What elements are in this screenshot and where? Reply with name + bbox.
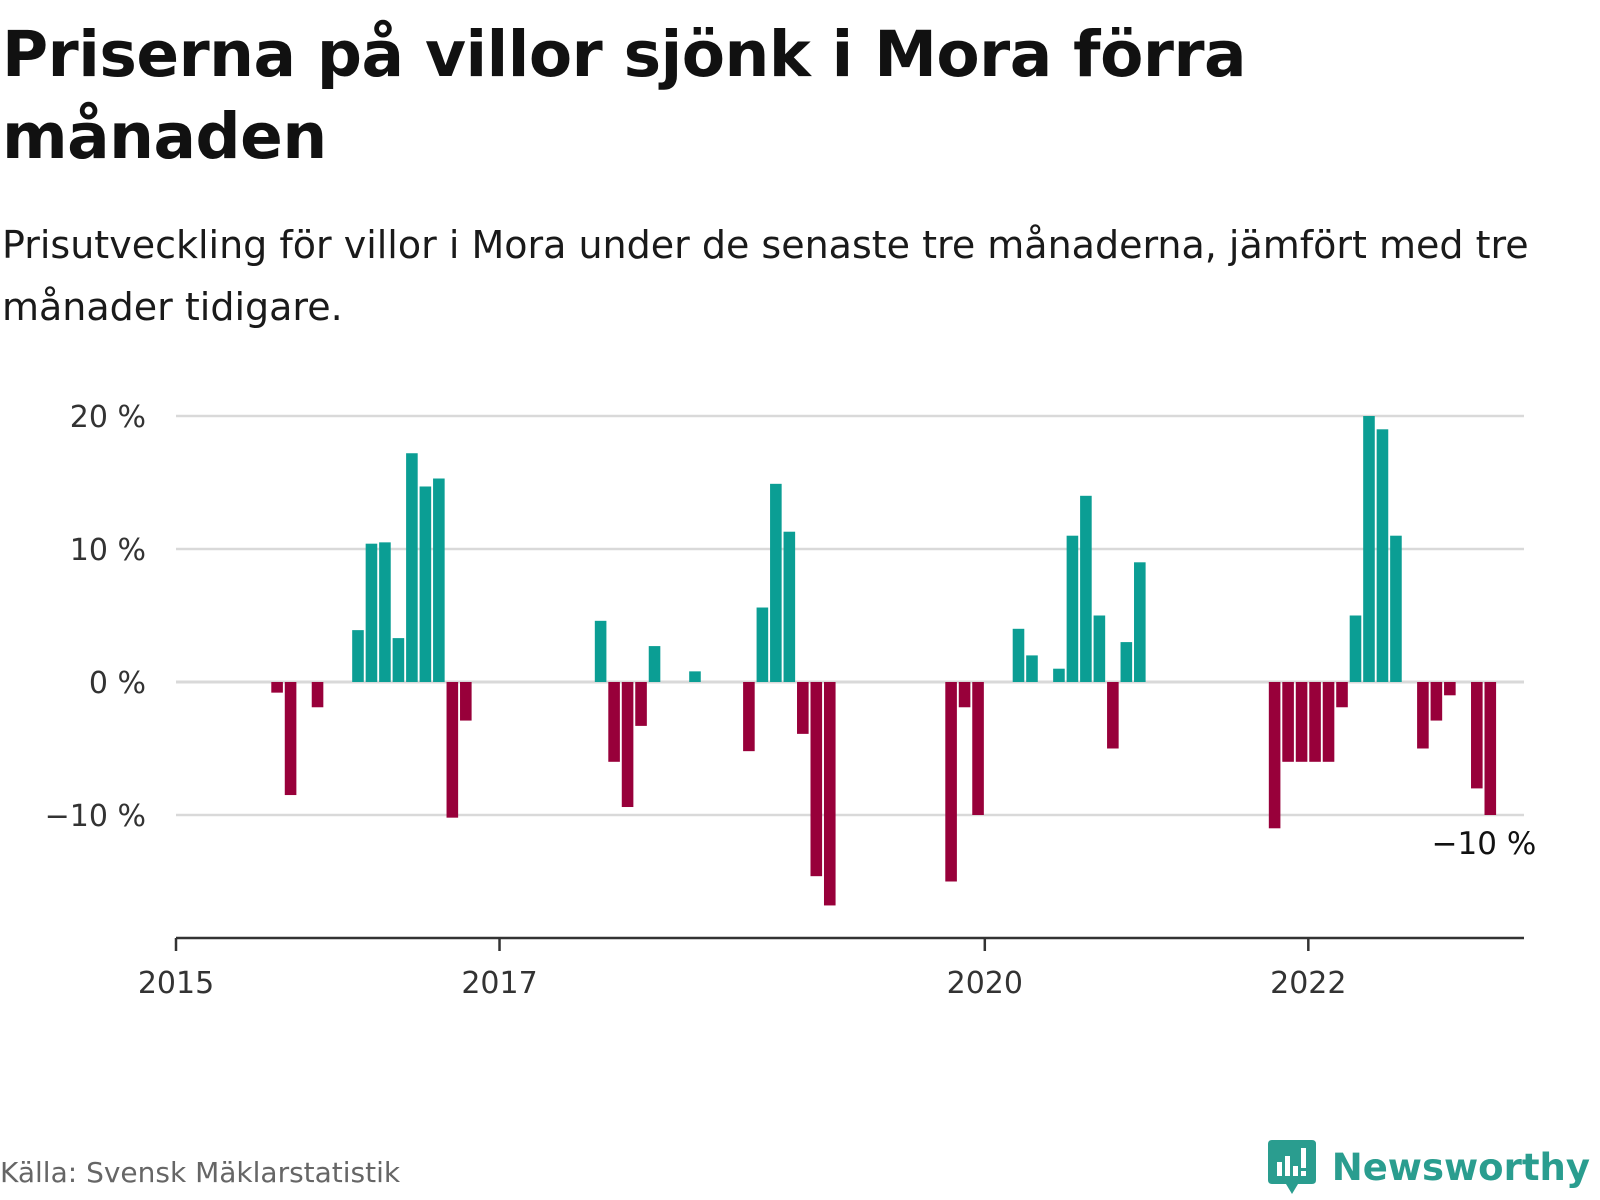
bar [1134,562,1146,682]
bar [810,682,823,877]
bar [406,453,418,682]
bar [1295,682,1308,762]
bar [271,682,283,693]
x-tick-label: 2022 [1270,966,1346,1001]
bar [1363,416,1375,682]
bar [1471,682,1483,789]
source-note: Källa: Svensk Mäklarstatistik [0,1156,401,1189]
bar [352,630,364,682]
x-tick-label: 2020 [947,966,1023,1001]
bar [945,682,957,882]
bar [608,682,620,762]
chart-title: Priserna på villor sjönk i Mora förra må… [2,18,1247,173]
bar [1444,682,1456,696]
bar [1484,682,1497,815]
bar [1282,682,1294,762]
bar [648,646,661,682]
x-tick-label: 2017 [461,966,537,1001]
bar [1336,682,1348,708]
bar [284,682,297,796]
bar [1012,628,1025,682]
bar [1309,682,1321,762]
bar [958,682,971,708]
bar [379,542,391,682]
bar-chart: 20 % 10 % 0 % −10 % 2015 2017 2020 2022 −10 % [45,400,1537,1001]
x-tick-label: 2015 [138,966,214,1001]
bar [621,682,634,808]
bar [1093,615,1106,682]
bar [1349,615,1362,682]
bar [460,682,472,721]
bar [756,607,769,682]
bar [311,682,324,708]
bar [1376,429,1389,682]
bar [1066,535,1079,682]
bar [392,638,405,682]
bar [823,682,836,906]
chart-subtitle: Prisutveckling för villor i Mora under d… [2,223,1529,329]
newsworthy-logo: Newsworthy [1266,1138,1590,1196]
bar [1390,535,1402,682]
bar [743,682,755,752]
y-tick-label: 0 % [89,666,146,701]
bar [419,486,432,682]
bar [1080,495,1092,682]
bar [1120,642,1133,682]
bar [1322,682,1335,762]
y-tick-label: 10 % [70,533,146,568]
bar [594,620,607,682]
bar [433,478,445,682]
bar [972,682,984,815]
bar [446,682,459,818]
bar [770,483,782,682]
axis-labels: 20 % 10 % 0 % −10 % 2015 2017 2020 2022 −10 % [45,400,1537,1001]
y-tick-label: 20 % [70,400,146,435]
y-tick-label: −10 % [45,799,146,834]
bar [797,682,809,734]
bar [1417,682,1429,749]
bar [1053,668,1065,682]
bar [783,531,796,682]
bar [1268,682,1281,829]
bar [1107,682,1119,749]
bar [689,671,701,682]
brand-name: Newsworthy [1331,1145,1590,1189]
newsworthy-logo-icon [1267,1140,1316,1194]
x-axis [174,936,1524,951]
end-value-label: −10 % [1432,826,1537,862]
bars [271,416,1497,906]
grid-lines [176,414,1524,817]
bar [365,543,378,682]
bar [1026,655,1038,682]
bar [1430,682,1443,721]
bar [635,682,647,726]
